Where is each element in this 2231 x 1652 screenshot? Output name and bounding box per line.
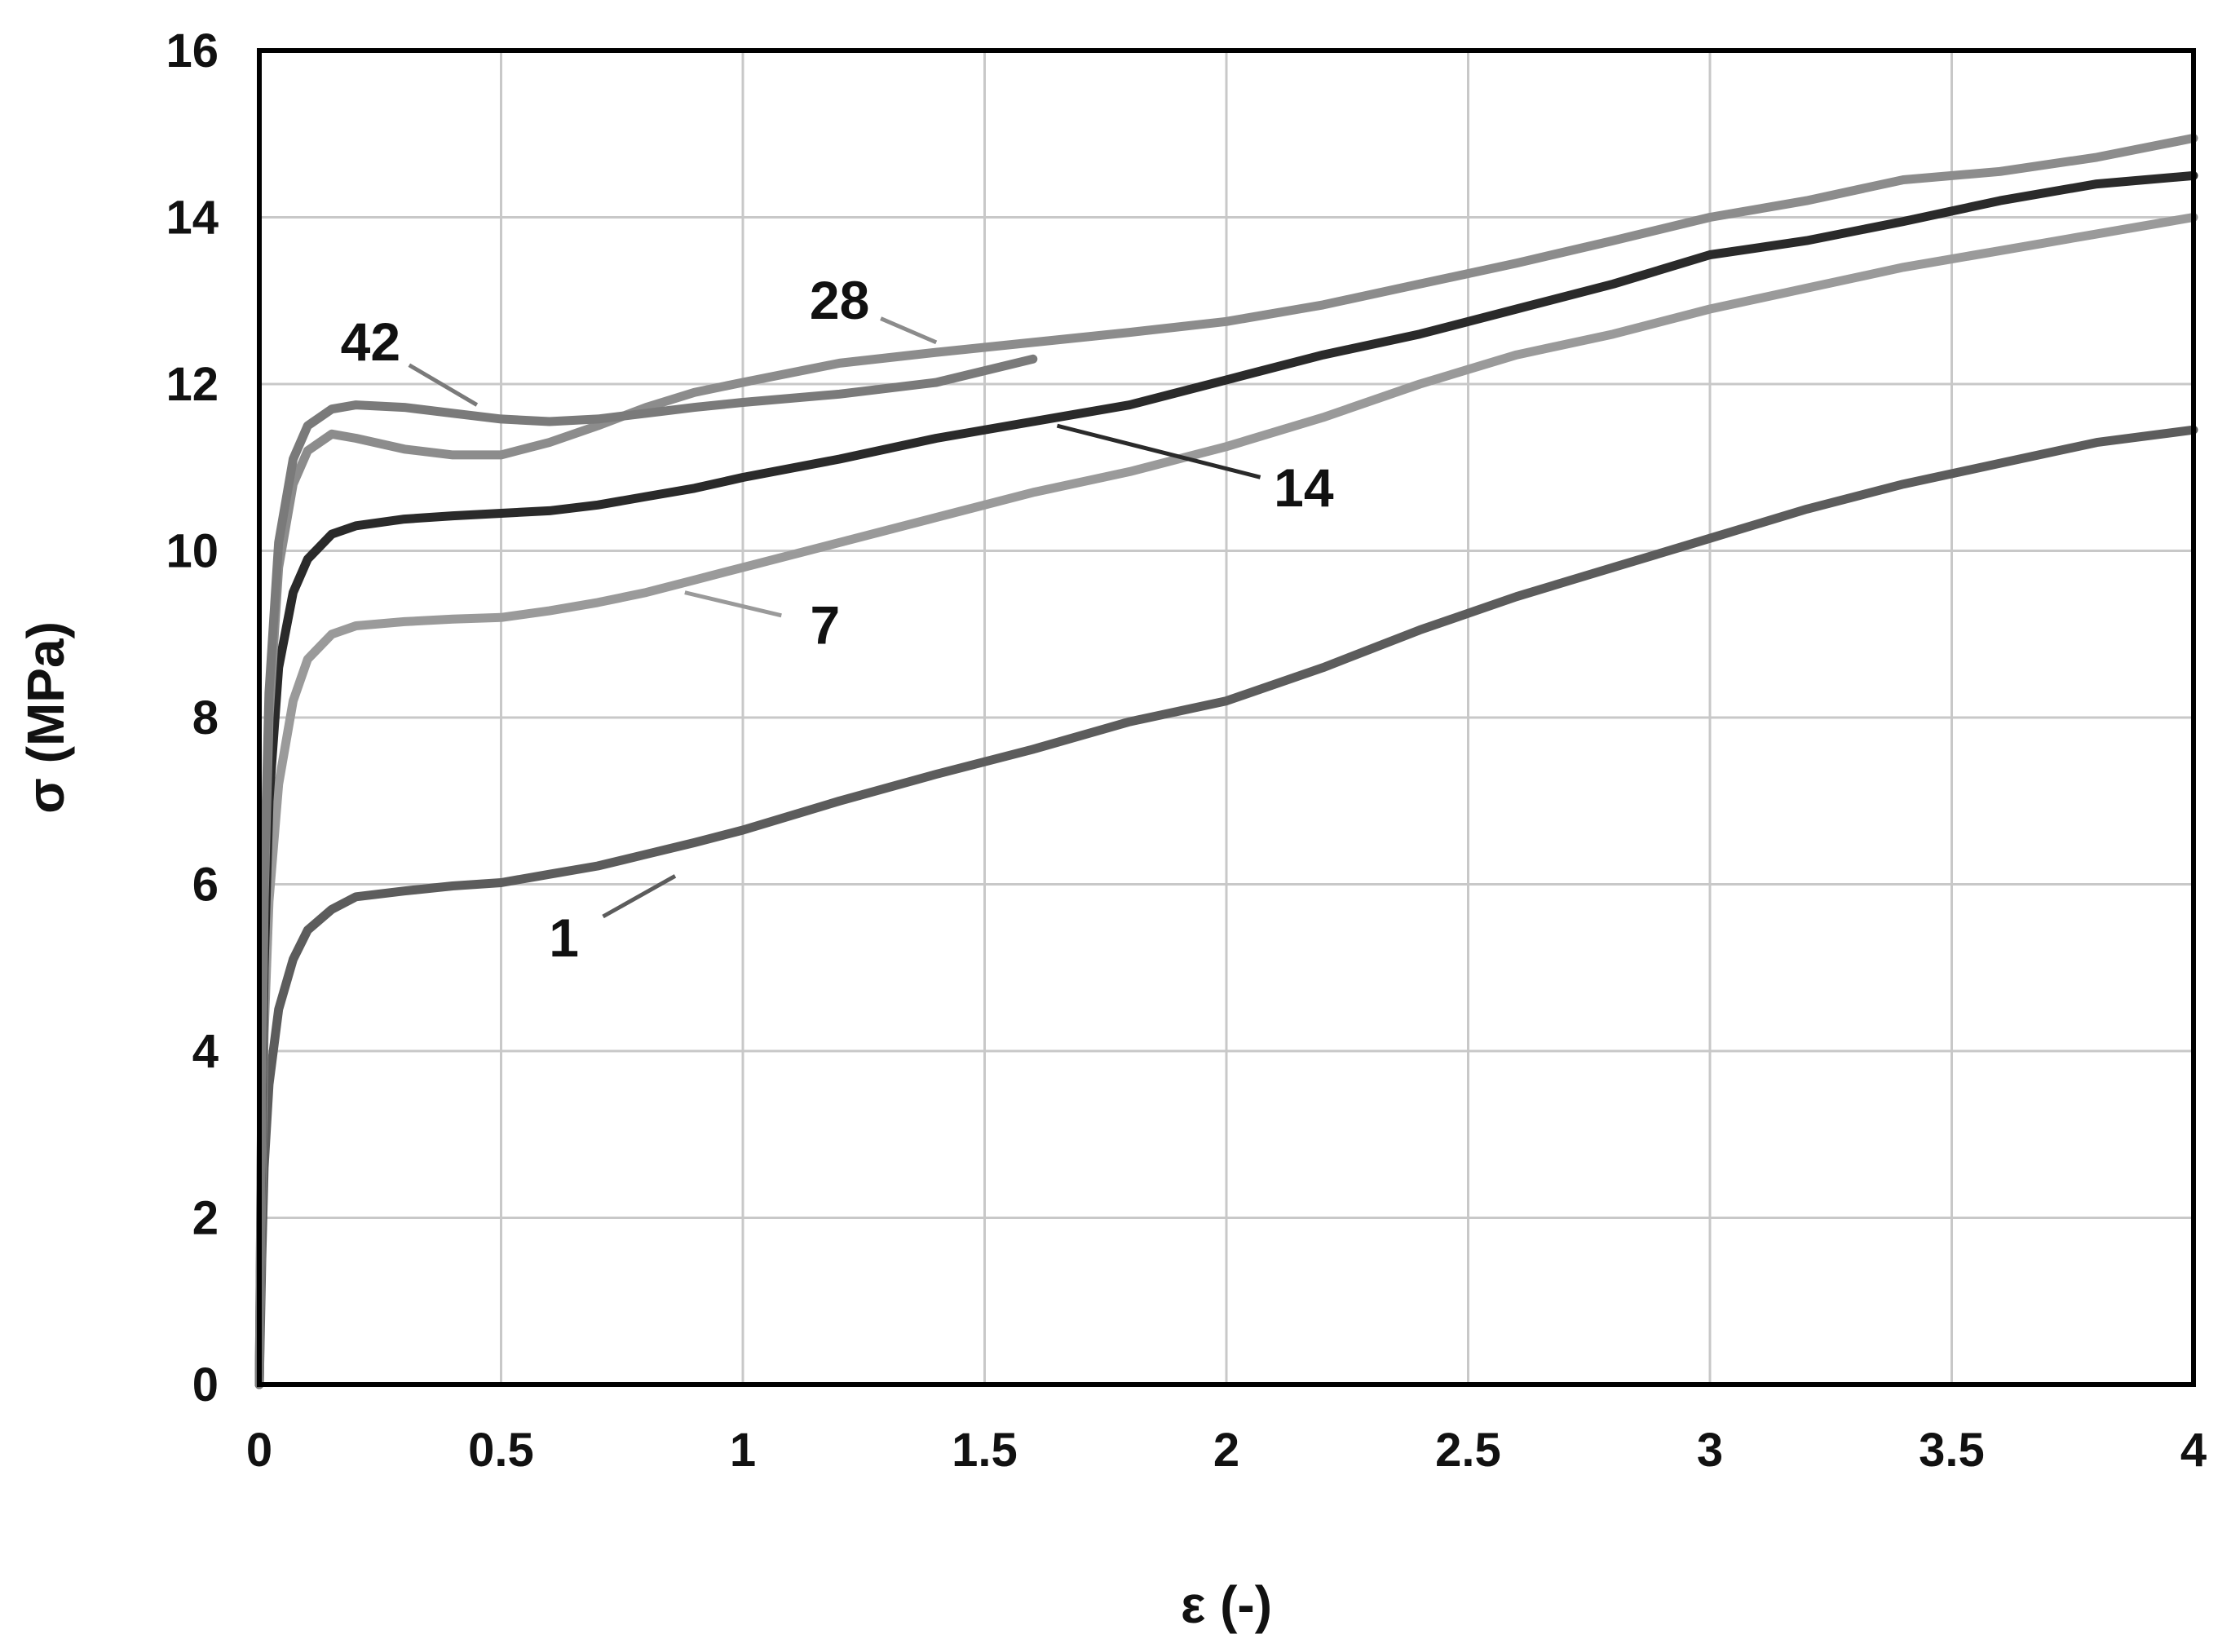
x-tick-label: 1 bbox=[730, 1424, 756, 1477]
series-leader-7 bbox=[684, 590, 782, 618]
y-tick-label: 10 bbox=[166, 525, 219, 578]
series-line-14 bbox=[254, 170, 2198, 1389]
x-tick-label: 2 bbox=[1213, 1424, 1239, 1477]
x-tick-labels: 0 0.5 1 1.5 2 2.5 3 3.5 4 bbox=[246, 1424, 2207, 1477]
y-tick-label: 8 bbox=[192, 691, 219, 744]
series-line-42 bbox=[254, 354, 1038, 1389]
series-line-7 bbox=[254, 213, 2198, 1389]
y-tick-label: 16 bbox=[166, 24, 219, 77]
series-annotations: 1 7 14 28 42 bbox=[341, 270, 1334, 968]
x-axis-title: ε (-) bbox=[1181, 1575, 1272, 1634]
series-label-14: 14 bbox=[1274, 457, 1334, 518]
series-label-1: 1 bbox=[549, 908, 579, 968]
series-line-28 bbox=[254, 133, 2198, 1389]
x-tick-label: 4 bbox=[2180, 1424, 2207, 1477]
series-line-1 bbox=[254, 425, 2198, 1389]
y-tick-label: 0 bbox=[192, 1358, 219, 1411]
y-tick-label: 4 bbox=[192, 1025, 219, 1078]
y-tick-label: 6 bbox=[192, 859, 219, 912]
series-label-28: 28 bbox=[810, 270, 869, 330]
series-leader-42 bbox=[408, 363, 479, 407]
grid-lines bbox=[259, 51, 2193, 1385]
x-tick-label: 3.5 bbox=[1919, 1424, 1985, 1477]
y-tick-labels: 0 2 4 6 8 10 12 14 16 bbox=[166, 24, 219, 1411]
plot-frame bbox=[257, 48, 2196, 1387]
x-tick-label: 0 bbox=[246, 1424, 272, 1477]
x-tick-label: 3 bbox=[1697, 1424, 1723, 1477]
x-tick-label: 0.5 bbox=[468, 1424, 534, 1477]
y-tick-label: 2 bbox=[192, 1192, 219, 1245]
series-label-7: 7 bbox=[810, 595, 840, 656]
series-leader-1 bbox=[602, 874, 677, 919]
x-tick-label: 1.5 bbox=[952, 1424, 1018, 1477]
y-axis-title: σ (MPa) bbox=[16, 621, 75, 814]
y-tick-label: 12 bbox=[166, 358, 219, 411]
y-tick-label: 14 bbox=[166, 192, 219, 245]
series-leader-14 bbox=[1056, 423, 1261, 479]
x-tick-label: 2.5 bbox=[1435, 1424, 1501, 1477]
series-lines bbox=[254, 133, 2198, 1389]
series-leader-28 bbox=[880, 316, 938, 345]
series-label-42: 42 bbox=[341, 311, 400, 372]
